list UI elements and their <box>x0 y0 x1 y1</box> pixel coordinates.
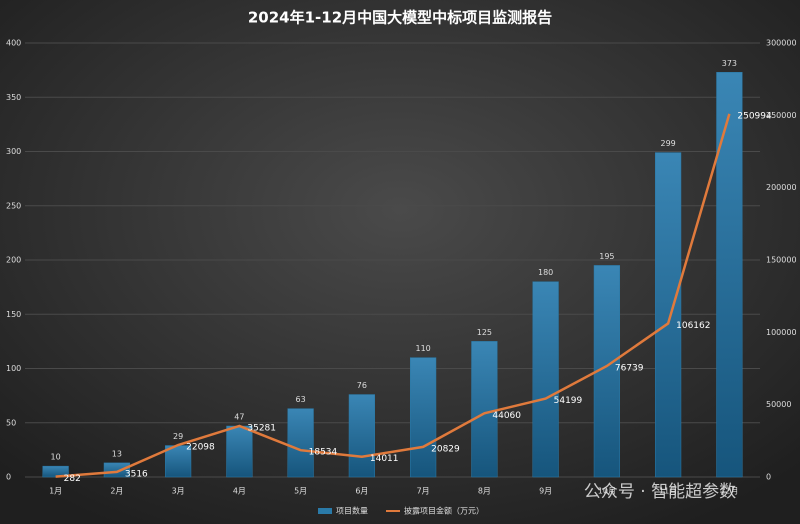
y-tick-label: 300 <box>6 147 21 156</box>
x-tick-label: 1月 <box>49 487 62 496</box>
bar <box>287 408 314 478</box>
bar <box>716 72 743 478</box>
x-tick-label: 4月 <box>233 487 246 496</box>
bar <box>471 341 498 478</box>
x-tick-label: 8月 <box>478 487 491 496</box>
bar <box>226 425 253 478</box>
y2-tick-label: 300000 <box>766 39 797 48</box>
y-tick-label: 350 <box>6 93 21 102</box>
bar-value-label: 47 <box>234 413 244 422</box>
legend-label: 项目数量 <box>336 506 368 516</box>
y2-tick-label: 50000 <box>766 400 791 409</box>
bar <box>655 152 682 478</box>
line-value-label: 54199 <box>554 396 583 406</box>
chart-title: 2024年1-12月中国大模型中标项目监测报告 <box>248 9 552 27</box>
line-value-label: 76739 <box>615 363 644 373</box>
x-tick-label: 9月 <box>539 487 552 496</box>
legend-swatch <box>318 508 332 514</box>
line-value-label: 250994 <box>737 111 772 121</box>
line-value-label: 44060 <box>492 411 521 421</box>
y-tick-label: 100 <box>6 364 21 373</box>
bar <box>410 357 437 478</box>
bar-value-label: 125 <box>477 328 492 337</box>
y2-tick-label: 0 <box>766 473 771 482</box>
y-tick-label: 150 <box>6 310 21 319</box>
x-tick-label: 2月 <box>110 487 123 496</box>
bar-value-label: 10 <box>51 453 61 462</box>
y-tick-label: 250 <box>6 201 21 210</box>
y-tick-label: 400 <box>6 39 21 48</box>
bar <box>348 394 375 478</box>
line-value-label: 106162 <box>676 321 710 331</box>
x-tick-label: 3月 <box>172 487 185 496</box>
x-tick-label: 12月 <box>720 487 738 496</box>
line-value-label: 282 <box>64 474 81 484</box>
y-tick-label: 50 <box>6 418 16 427</box>
x-tick-label: 11月 <box>659 487 677 496</box>
bar-value-label: 29 <box>173 432 183 441</box>
line <box>55 113 731 478</box>
line-value-label: 35281 <box>247 423 276 433</box>
bar-value-label: 195 <box>599 252 614 261</box>
line-value-label: 20829 <box>431 444 460 454</box>
bar <box>42 465 69 478</box>
bar-value-label: 76 <box>357 381 367 390</box>
bar-value-label: 13 <box>112 449 122 458</box>
line-value-label: 3516 <box>125 469 148 479</box>
watermark: 公众号 · 智能超参数 <box>584 482 736 502</box>
bar-value-label: 373 <box>722 59 737 68</box>
legend-label: 披露项目金额（万元） <box>404 506 484 516</box>
bar-value-label: 299 <box>660 139 675 148</box>
x-tick-label: 6月 <box>355 487 368 496</box>
bar-value-label: 180 <box>538 268 553 277</box>
line-value-label: 18534 <box>309 448 338 458</box>
bar <box>532 281 559 478</box>
y2-tick-label: 150000 <box>766 256 797 265</box>
y-tick-label: 0 <box>6 473 11 482</box>
line-value-label: 14011 <box>370 454 399 464</box>
y2-tick-label: 200000 <box>766 183 797 192</box>
bar-value-label: 110 <box>415 344 430 353</box>
y2-tick-label: 100000 <box>766 328 797 337</box>
x-tick-label: 10月 <box>598 487 616 496</box>
line-value-label: 22098 <box>186 443 215 453</box>
y-tick-label: 200 <box>6 256 21 265</box>
y2-tick-label: 250000 <box>766 111 797 120</box>
bar-value-label: 63 <box>296 395 306 404</box>
x-tick-label: 7月 <box>417 487 430 496</box>
x-tick-label: 5月 <box>294 487 307 496</box>
